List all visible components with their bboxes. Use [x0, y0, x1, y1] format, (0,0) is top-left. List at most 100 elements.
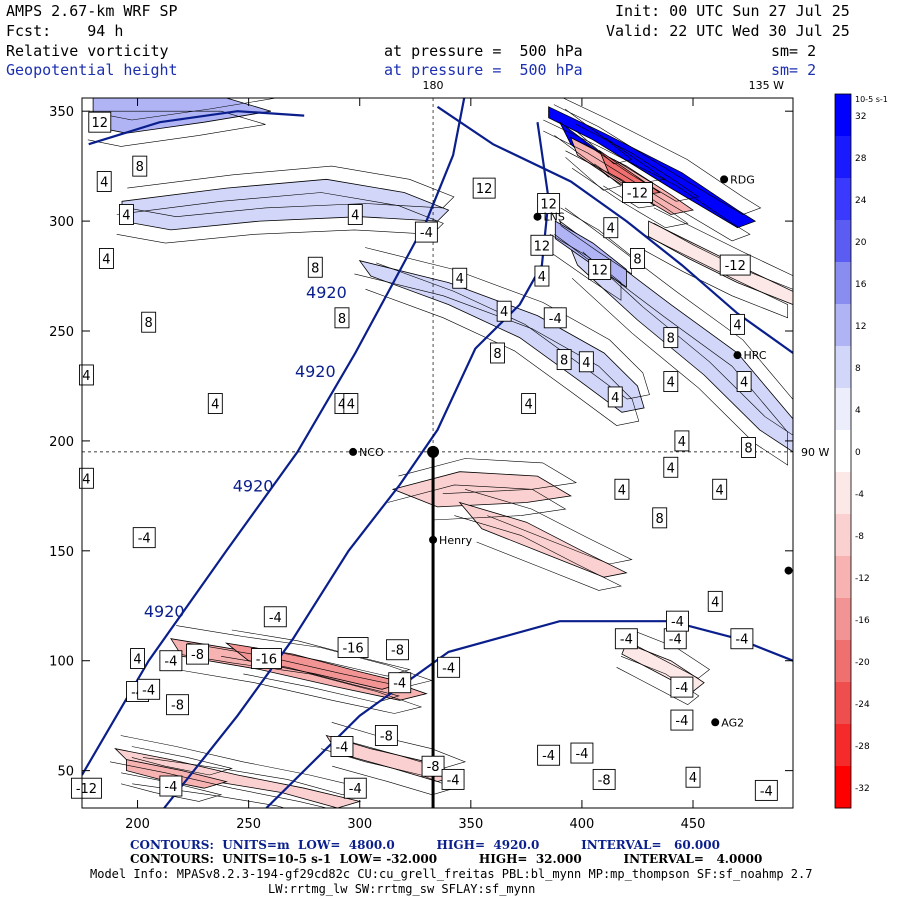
vorticity-label-text: 8: [667, 332, 675, 347]
vorticity-label-text: -12: [627, 187, 648, 202]
y-tick-label: 50: [57, 765, 74, 780]
vorticity-label-55: -4: [330, 736, 354, 757]
colorbar-swatch-0: [835, 94, 851, 137]
vorticity-label-box: [622, 182, 653, 203]
vorticity-contour-5-0: [543, 119, 751, 242]
vorticity-label-31: 12: [537, 193, 561, 214]
vorticity-label-9: 8: [307, 256, 323, 278]
colorbar-level: 0: [855, 448, 861, 458]
colorbar-level: 4: [855, 406, 861, 416]
colorbar-level: 32: [855, 112, 866, 122]
vorticity-label-48: -16: [337, 637, 369, 658]
vorticity-label-box: [441, 768, 465, 790]
station-rdg: RDG: [720, 173, 755, 186]
vorticity-label-46: -8: [186, 643, 209, 665]
colorbar-swatch-4: [835, 262, 851, 305]
vorticity-label-text: 8: [633, 252, 641, 267]
vorticity-label-box: [78, 467, 94, 489]
vorticity-label-53: -4: [137, 678, 161, 700]
vorticity-label-text: 4: [667, 376, 675, 391]
right-edge-label: 90 W: [801, 446, 829, 459]
colorbar-level: 16: [855, 280, 867, 290]
station-ag2: AG2: [711, 716, 744, 729]
vorticity-label-box: [530, 234, 554, 256]
vorticity-label-26: 4: [663, 371, 679, 393]
vorticity-label-21: 12: [588, 259, 612, 280]
vorticity-label-65: 4: [685, 766, 701, 788]
vorticity-contour-info: CONTOURS: UNITS=10-5 s-1 LOW= -32.000 HI…: [130, 852, 763, 866]
vorticity-label-60: -4: [159, 775, 183, 797]
vorticity-contour-10-0: [221, 656, 400, 703]
colorbar-level: -20: [855, 658, 870, 668]
vorticity-label-text: 4: [456, 272, 464, 287]
station-name: HRC: [743, 349, 766, 362]
vorticity-label-35: 8: [741, 437, 757, 458]
vorticity-label-box: [70, 777, 102, 799]
vorticity-label-box: [207, 393, 223, 414]
forecast-hour: Fcst: 94 h: [6, 22, 124, 40]
vorticity-label-text: -4: [164, 780, 177, 795]
vorticity-label-54: -8: [166, 694, 189, 716]
vorticity-label-box: [88, 111, 112, 133]
vorticity-label-text: -4: [420, 226, 433, 241]
colorbar-swatch-16: [835, 766, 851, 809]
colorbar-level: -8: [855, 532, 864, 542]
colorbar-swatch-11: [835, 556, 851, 599]
vorticity-label-text: -8: [380, 729, 393, 744]
vorticity-label-27: 4: [674, 430, 690, 452]
vorticity-label-text: -8: [391, 644, 404, 659]
vorticity-label-text: -4: [675, 681, 688, 696]
vorticity-label-text: -4: [335, 740, 348, 755]
vorticity-label-box: [730, 313, 745, 335]
station-dot: [533, 212, 542, 221]
vorticity-label-text: -4: [542, 749, 555, 764]
vorticity-contour-0-1: [127, 165, 455, 218]
vorticity-label-box: [707, 590, 723, 612]
vorticity-label-text: -4: [549, 312, 562, 327]
vorticity-contour-7-0: [387, 484, 567, 521]
vorticity-label-text: -16: [256, 653, 277, 668]
x-tick-label: 450: [681, 817, 706, 832]
x-tick-label: 200: [125, 817, 150, 832]
vorticity-label-box: [452, 267, 468, 289]
colorbar-swatch-10: [835, 514, 851, 557]
vorticity-label-box: [141, 311, 157, 333]
field1-level: at pressure = 500 hPa: [384, 42, 583, 60]
vorticity-label-box: [388, 672, 412, 694]
vorticity-label-box: [741, 437, 757, 458]
height-contour-0: [82, 98, 466, 776]
model-title: AMPS 2.67-km WRF SP: [6, 2, 178, 20]
y-tick-label: 350: [49, 105, 74, 120]
y-axis: 50 100 150 200 250 300 350: [49, 105, 793, 780]
vorticity-label-box: [347, 204, 363, 225]
height-label-1: 4920: [295, 362, 336, 381]
vorticity-label-56: -8: [374, 725, 398, 746]
vorticity-label-text: 8: [145, 316, 153, 331]
vorticity-label-34: -12: [622, 182, 653, 203]
colorbar-level: -32: [855, 784, 870, 794]
vorticity-label-text: -12: [76, 782, 97, 797]
vorticity-label-box: [343, 777, 367, 799]
colorbar-frame: [834, 93, 852, 809]
vorticity-label-box: [614, 628, 638, 650]
station-name: AG2: [721, 716, 744, 729]
vorticity-label-66: -4: [614, 628, 638, 650]
vorticity-label-text: -4: [735, 633, 748, 648]
vorticity-label-box: [98, 248, 114, 269]
height-contour-3: [88, 110, 305, 146]
vorticity-label-text: -12: [725, 259, 746, 274]
vorticity-label-text: -8: [171, 699, 184, 714]
vorticity-label-box: [674, 430, 690, 452]
vorticity-label-box: [521, 393, 537, 414]
vorticity-label-box: [421, 755, 445, 777]
vorticity-label-box: [719, 254, 751, 276]
vorticity-contour-4-0: [549, 234, 622, 301]
y-tick-label: 200: [49, 435, 74, 450]
y-tick-label: 250: [49, 325, 74, 340]
station-dot: [733, 351, 742, 360]
vorticity-label-box: [496, 300, 512, 322]
colorbar-swatch-12: [835, 598, 851, 641]
height-label-3: 4920: [144, 602, 185, 621]
vorticity-label-box: [472, 177, 496, 199]
